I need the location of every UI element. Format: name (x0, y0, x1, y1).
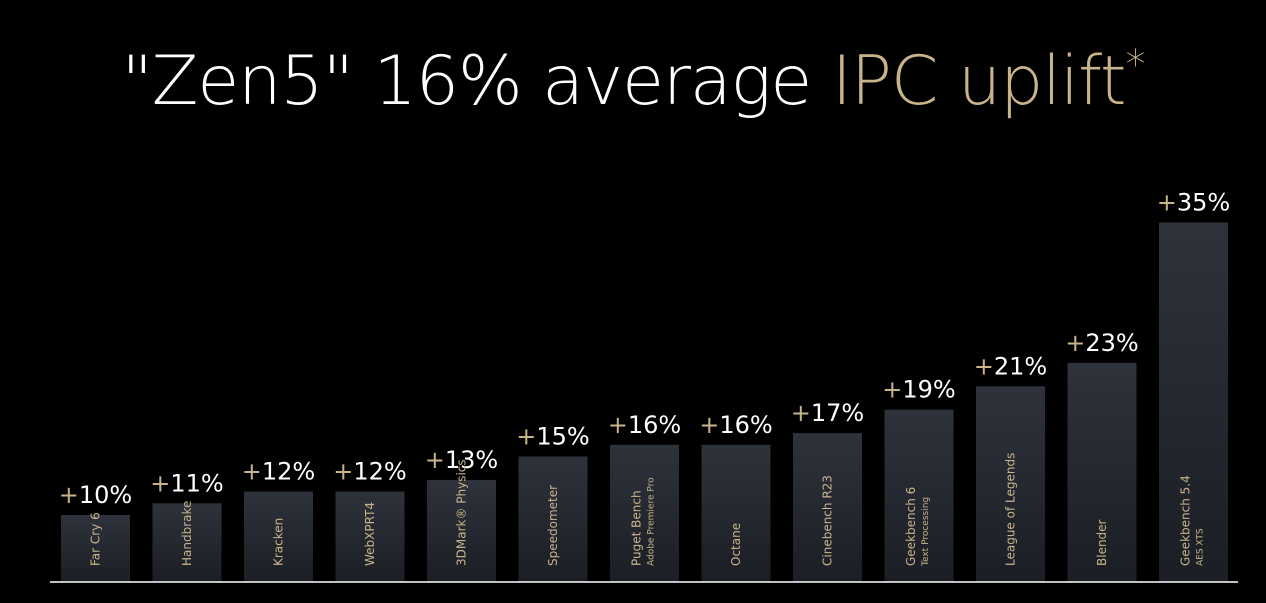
bar (1067, 362, 1137, 582)
bar-category-label: Kracken (272, 518, 286, 566)
page-title: "Zen5" 16% average IPC uplift* (0, 42, 1266, 121)
bar-value-label: +11% (150, 469, 223, 497)
bar-category-label: Handbrake (180, 501, 194, 566)
bar-value-label: +15% (516, 423, 589, 451)
bar-category-label: Speedometer (546, 485, 560, 566)
bar (1159, 222, 1228, 582)
bar-category-label: Geekbench 6 (904, 487, 918, 566)
bar (610, 444, 679, 582)
bar-value-label: +35% (1157, 189, 1230, 217)
bar (61, 515, 130, 582)
title-white-part: "Zen5" 16% average (121, 42, 813, 121)
bar-category-sublabel: Text Processing (921, 497, 931, 567)
bar-category-sublabel: AES XTS (1196, 528, 1206, 566)
bar (701, 444, 771, 582)
bar-category-sublabel: Adobe Premiere Pro (647, 477, 657, 566)
bar (152, 503, 222, 582)
bar-value-label: +23% (1065, 329, 1138, 357)
title-asterisk: * (1125, 42, 1145, 88)
bar-value-label: +21% (974, 352, 1047, 380)
bar-value-label: +12% (242, 458, 315, 486)
bar-value-label: +12% (333, 458, 406, 486)
bar-category-label: Cinebench R23 (821, 475, 835, 566)
bar-value-label: +17% (791, 399, 864, 427)
bar-category-label: Blender (1095, 519, 1109, 566)
bar-group: +10% Far Cry 6 +11% Handbrake +12% Kracken +12… (59, 189, 1230, 582)
bar (518, 456, 588, 582)
title-gold-part: IPC uplift (831, 42, 1127, 121)
bar-category-label: Octane (729, 523, 743, 566)
bar-category-label: Geekbench 5.4 (1179, 475, 1193, 566)
bar (244, 491, 313, 582)
bar-value-label: +16% (699, 411, 772, 439)
bar-category-label: WebXPRT4 (363, 502, 377, 566)
bar-value-label: +10% (59, 481, 132, 509)
bar-category-label: Puget Bench (630, 490, 644, 566)
bar (976, 386, 1045, 582)
bar-value-label: +13% (425, 446, 498, 474)
bar (335, 491, 405, 582)
bar-category-label: Far Cry 6 (89, 512, 103, 566)
bar (793, 433, 862, 582)
bar (427, 479, 496, 582)
bar-category-label: League of Legends (1004, 453, 1018, 566)
bar-value-label: +19% (882, 376, 955, 404)
bar (884, 409, 954, 582)
bar-value-label: +16% (608, 411, 681, 439)
bar-category-label: 3DMark® Physics (455, 459, 469, 566)
